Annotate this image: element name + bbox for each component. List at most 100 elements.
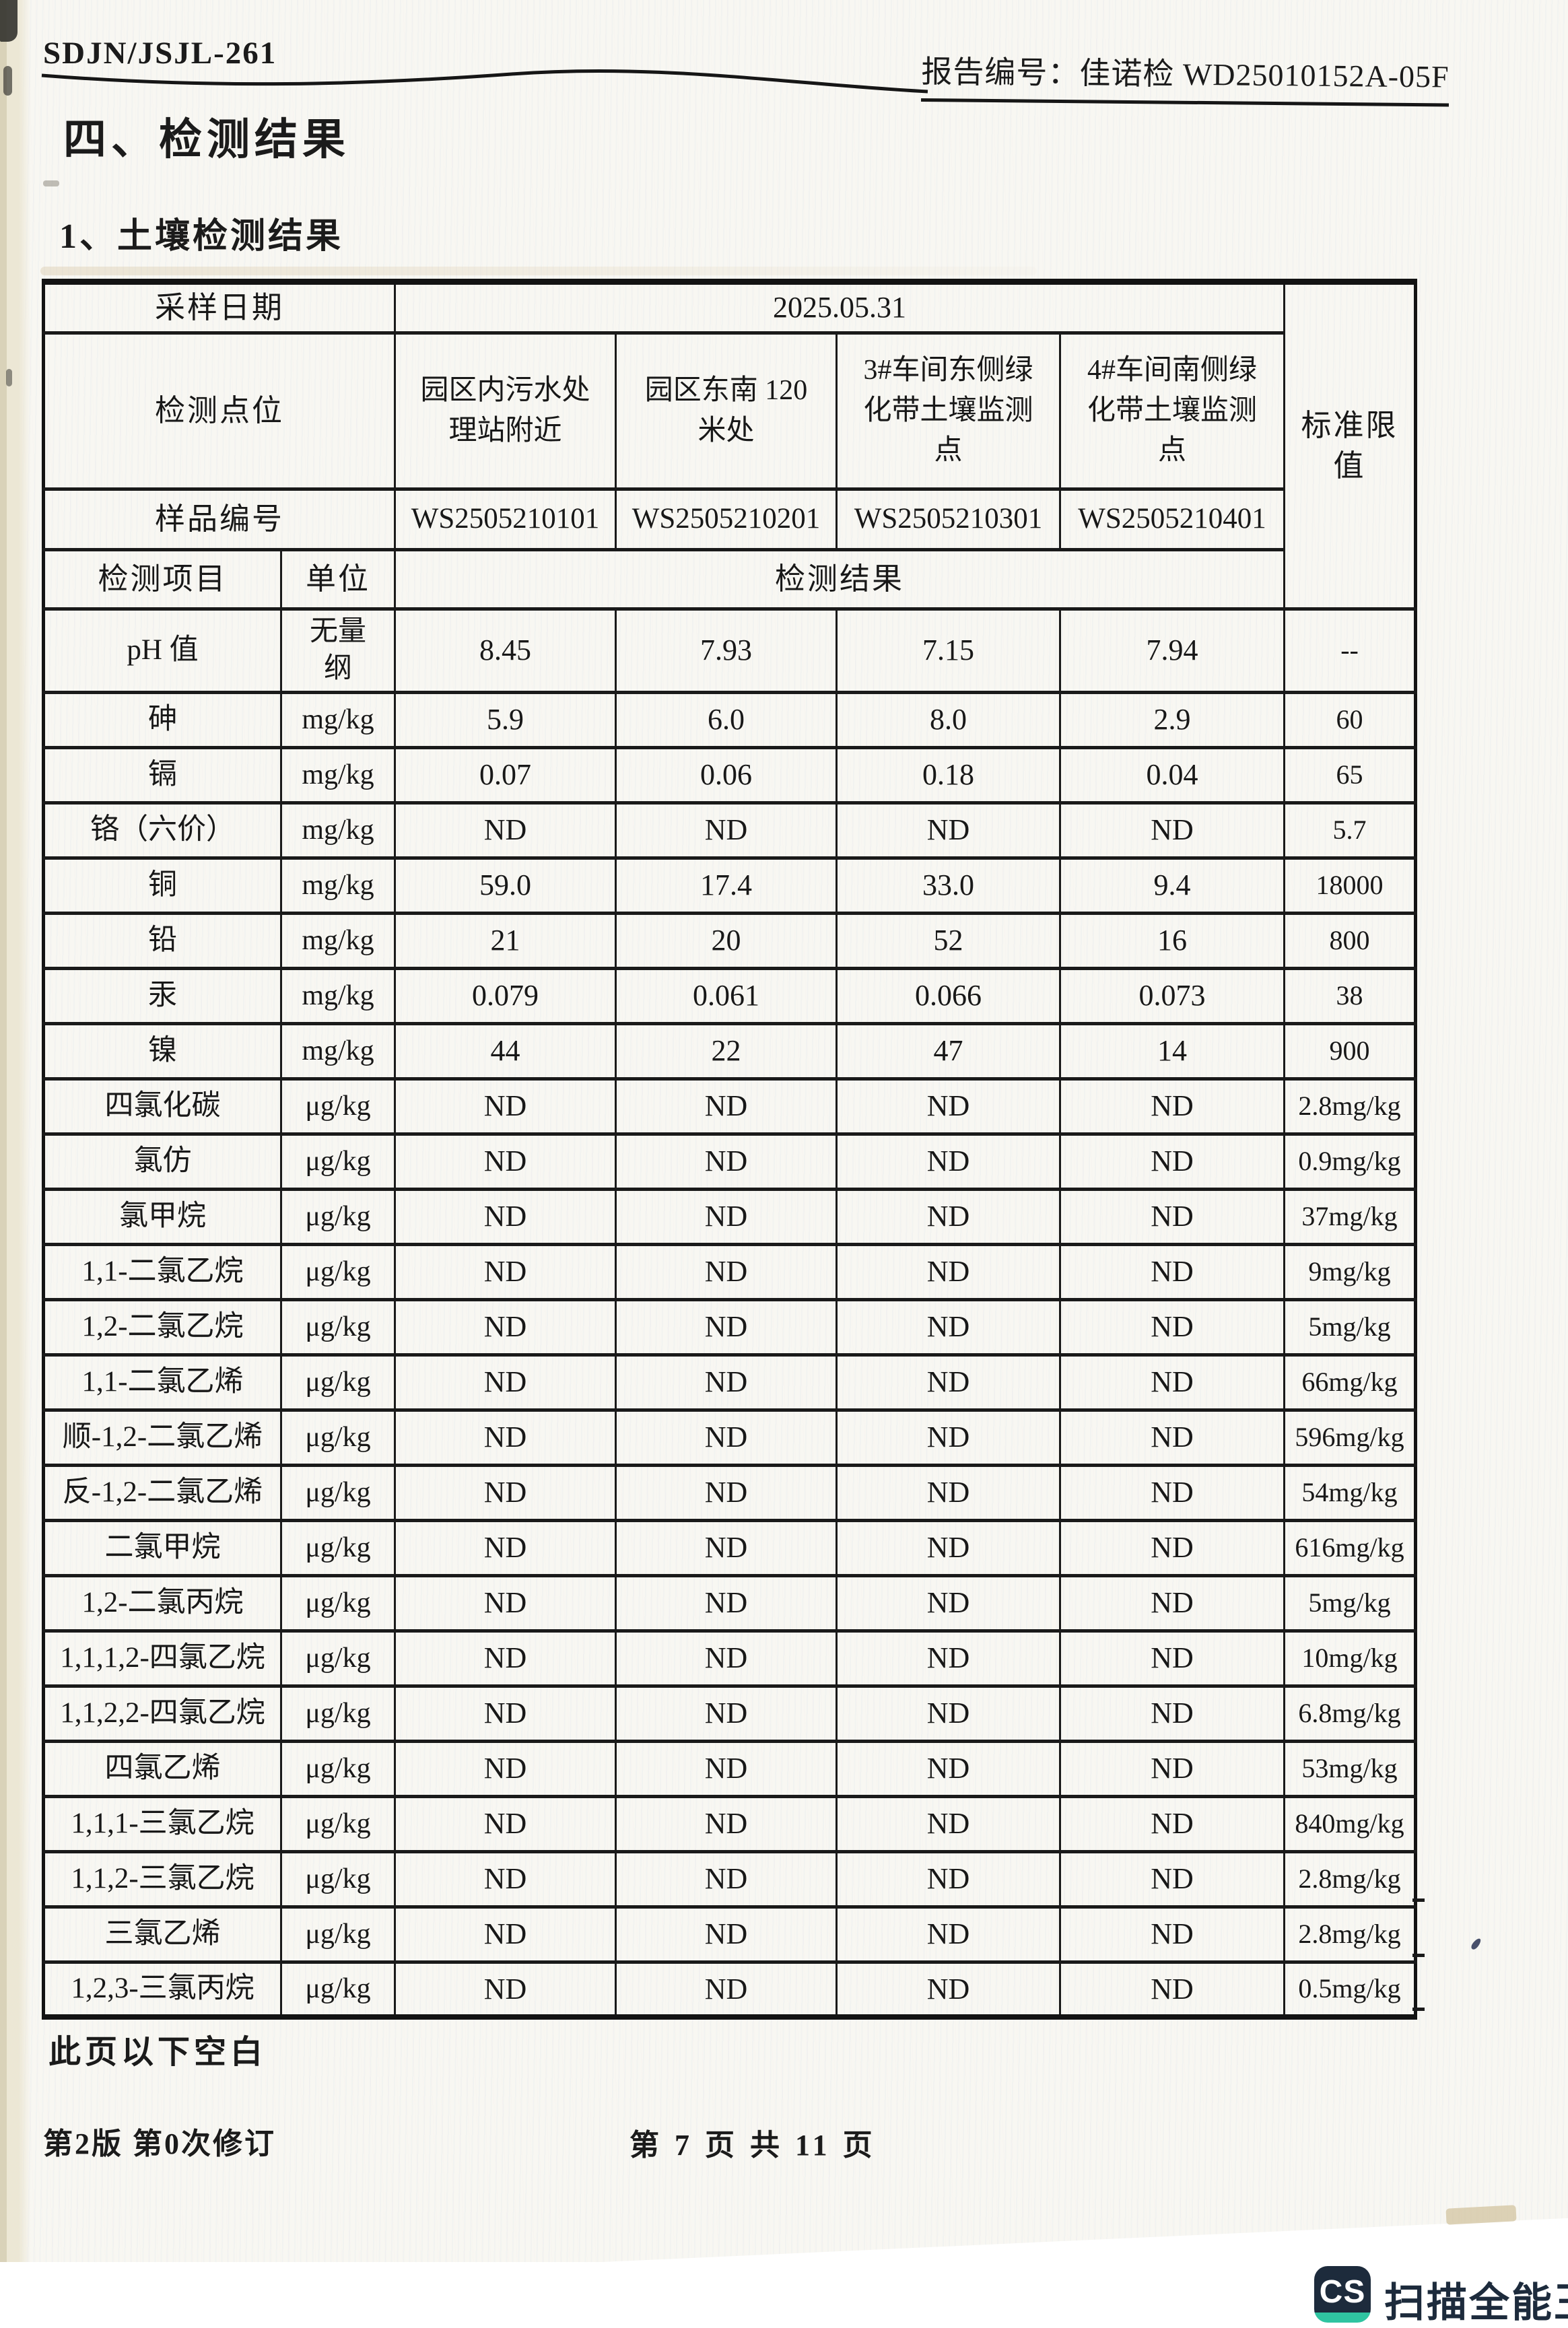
result-value: ND <box>615 1076 838 1136</box>
unit-value: mg/kg <box>279 856 397 915</box>
document-code: SDJN/JSJL-261 <box>43 36 277 71</box>
result-value: ND <box>1059 1684 1286 1743</box>
item-name: 镍 <box>42 1021 282 1081</box>
result-value: ND <box>394 1132 617 1191</box>
unit-value: μg/kg <box>279 1353 397 1412</box>
unit-value: mg/kg <box>279 800 397 860</box>
limit-value: 9mg/kg <box>1283 1242 1417 1301</box>
table-row: 三氯乙烯 μg/kg ND ND ND ND 2.8mg/kg <box>42 1905 1417 1964</box>
result-value: ND <box>394 1739 617 1798</box>
limit-value: 5.7 <box>1283 800 1417 860</box>
unit-value: μg/kg <box>279 1076 397 1136</box>
result-value: ND <box>394 1297 617 1357</box>
result-value: ND <box>615 1132 838 1191</box>
limit-value: 65 <box>1283 745 1417 804</box>
result-value: ND <box>836 1132 1062 1191</box>
table-row-sampling-date: 采样日期 2025.05.31 标准限值 <box>42 280 1417 611</box>
limit-value: 5mg/kg <box>1283 1297 1417 1357</box>
result-value: ND <box>1059 1076 1286 1136</box>
table-row: 1,2-二氯乙烷 μg/kg ND ND ND ND 5mg/kg <box>42 1297 1417 1357</box>
result-value: 44 <box>394 1021 617 1081</box>
result-value: ND <box>615 800 838 860</box>
limit-value: 2.8mg/kg <box>1283 1849 1417 1909</box>
limit-value: 5mg/kg <box>1283 1573 1417 1633</box>
result-value: 8.0 <box>836 690 1062 749</box>
table-row: 1,1,1,2-四氯乙烷 μg/kg ND ND ND ND 10mg/kg <box>42 1629 1417 1688</box>
limit-value: 800 <box>1283 911 1417 970</box>
item-name: 1,1,2-三氯乙烷 <box>42 1849 282 1909</box>
result-value: ND <box>836 1408 1062 1467</box>
table-row: 1,1,1-三氯乙烷 μg/kg ND ND ND ND 840mg/kg <box>42 1794 1417 1853</box>
result-value: 33.0 <box>836 856 1062 915</box>
result-value: 7.94 <box>1059 607 1286 694</box>
unit-value: 无量 纲 <box>279 607 397 694</box>
point-3: 3#车间东侧绿 化带土壤监测 点 <box>836 331 1062 491</box>
unit-value: mg/kg <box>279 966 397 1025</box>
result-value: 20 <box>615 911 838 970</box>
sample-id-3: WS2505210301 <box>836 487 1062 551</box>
result-value: 0.073 <box>1059 966 1286 1025</box>
header-rule-line <box>41 69 928 94</box>
result-value: 22 <box>615 1021 838 1081</box>
item-name: 反-1,2-二氯乙烯 <box>42 1463 282 1522</box>
result-value: ND <box>1059 1960 1286 2019</box>
paper-background: SDJN/JSJL-261 报告编号：佳诺检 WD25010152A-05F 四… <box>0 0 1568 2262</box>
limit-value: 900 <box>1283 1021 1417 1081</box>
result-value: 5.9 <box>394 690 617 749</box>
item-name: 1,1,1-三氯乙烷 <box>42 1794 282 1853</box>
result-value: ND <box>615 1684 838 1743</box>
table-row: 镍 mg/kg 44 22 47 14 900 <box>42 1021 1417 1081</box>
limit-value: 2.8mg/kg <box>1283 1076 1417 1136</box>
sample-id-2: WS2505210201 <box>615 487 838 551</box>
limit-value: 0.9mg/kg <box>1283 1132 1417 1191</box>
result-value: ND <box>836 1905 1062 1964</box>
result-value: ND <box>615 1573 838 1633</box>
table-row: 反-1,2-二氯乙烯 μg/kg ND ND ND ND 54mg/kg <box>42 1463 1417 1522</box>
result-value: 0.066 <box>836 966 1062 1025</box>
result-value: ND <box>1059 1794 1286 1853</box>
unit-value: μg/kg <box>279 1739 397 1798</box>
result-value: ND <box>615 1739 838 1798</box>
result-value: ND <box>615 1408 838 1467</box>
result-value: ND <box>1059 1353 1286 1412</box>
result-value: ND <box>1059 1408 1286 1467</box>
item-name: 顺-1,2-二氯乙烯 <box>42 1408 282 1467</box>
blank-below-note: 此页以下空白 <box>48 2034 267 2070</box>
result-value: ND <box>836 1242 1062 1301</box>
table-row-sample-ids: 样品编号 WS2505210101 WS2505210201 WS2505210… <box>42 487 1416 551</box>
item-name: 铅 <box>42 911 282 970</box>
section-title: 四、检测结果 <box>63 116 350 164</box>
table-line-stub <box>1412 2008 1425 2011</box>
table-row: 汞 mg/kg 0.079 0.061 0.066 0.073 38 <box>42 966 1417 1025</box>
result-value: ND <box>394 1794 617 1853</box>
result-value: ND <box>836 1739 1062 1798</box>
limit-value: 18000 <box>1283 856 1417 915</box>
scan-smear <box>40 267 1037 275</box>
unit-value: μg/kg <box>279 1794 397 1853</box>
result-value: ND <box>836 1573 1062 1633</box>
standard-limit-header: 标准限值 <box>1283 280 1417 611</box>
point-4: 4#车间南侧绿 化带土壤监测 点 <box>1059 331 1286 491</box>
unit-value: μg/kg <box>279 1905 397 1964</box>
result-value: ND <box>836 1518 1062 1577</box>
item-name: 二氯甲烷 <box>42 1518 282 1577</box>
point-2: 园区东南 120 米处 <box>615 331 838 491</box>
result-value: ND <box>836 1076 1062 1136</box>
item-name: 铬（六价） <box>42 800 282 860</box>
result-value: 52 <box>836 911 1062 970</box>
item-name: 1,2-二氯丙烷 <box>42 1573 282 1633</box>
table-row: 四氯化碳 μg/kg ND ND ND ND 2.8mg/kg <box>42 1076 1417 1136</box>
item-name: 三氯乙烯 <box>42 1905 282 1964</box>
result-value: ND <box>394 1353 617 1412</box>
table-row-column-headers: 检测项目 单位 检测结果 <box>42 548 1416 611</box>
result-value: 6.0 <box>615 690 838 749</box>
result-value: ND <box>615 1794 838 1853</box>
result-value: 14 <box>1059 1021 1286 1081</box>
limit-value: 37mg/kg <box>1283 1187 1417 1246</box>
item-name: 铜 <box>42 856 282 915</box>
limit-value: 840mg/kg <box>1283 1794 1417 1853</box>
table-row: 铅 mg/kg 21 20 52 16 800 <box>42 911 1417 970</box>
result-value: ND <box>836 1794 1062 1853</box>
report-number: 报告编号：佳诺检 WD25010152A-05F <box>921 47 1450 107</box>
table-row: 铜 mg/kg 59.0 17.4 33.0 9.4 18000 <box>42 856 1417 915</box>
